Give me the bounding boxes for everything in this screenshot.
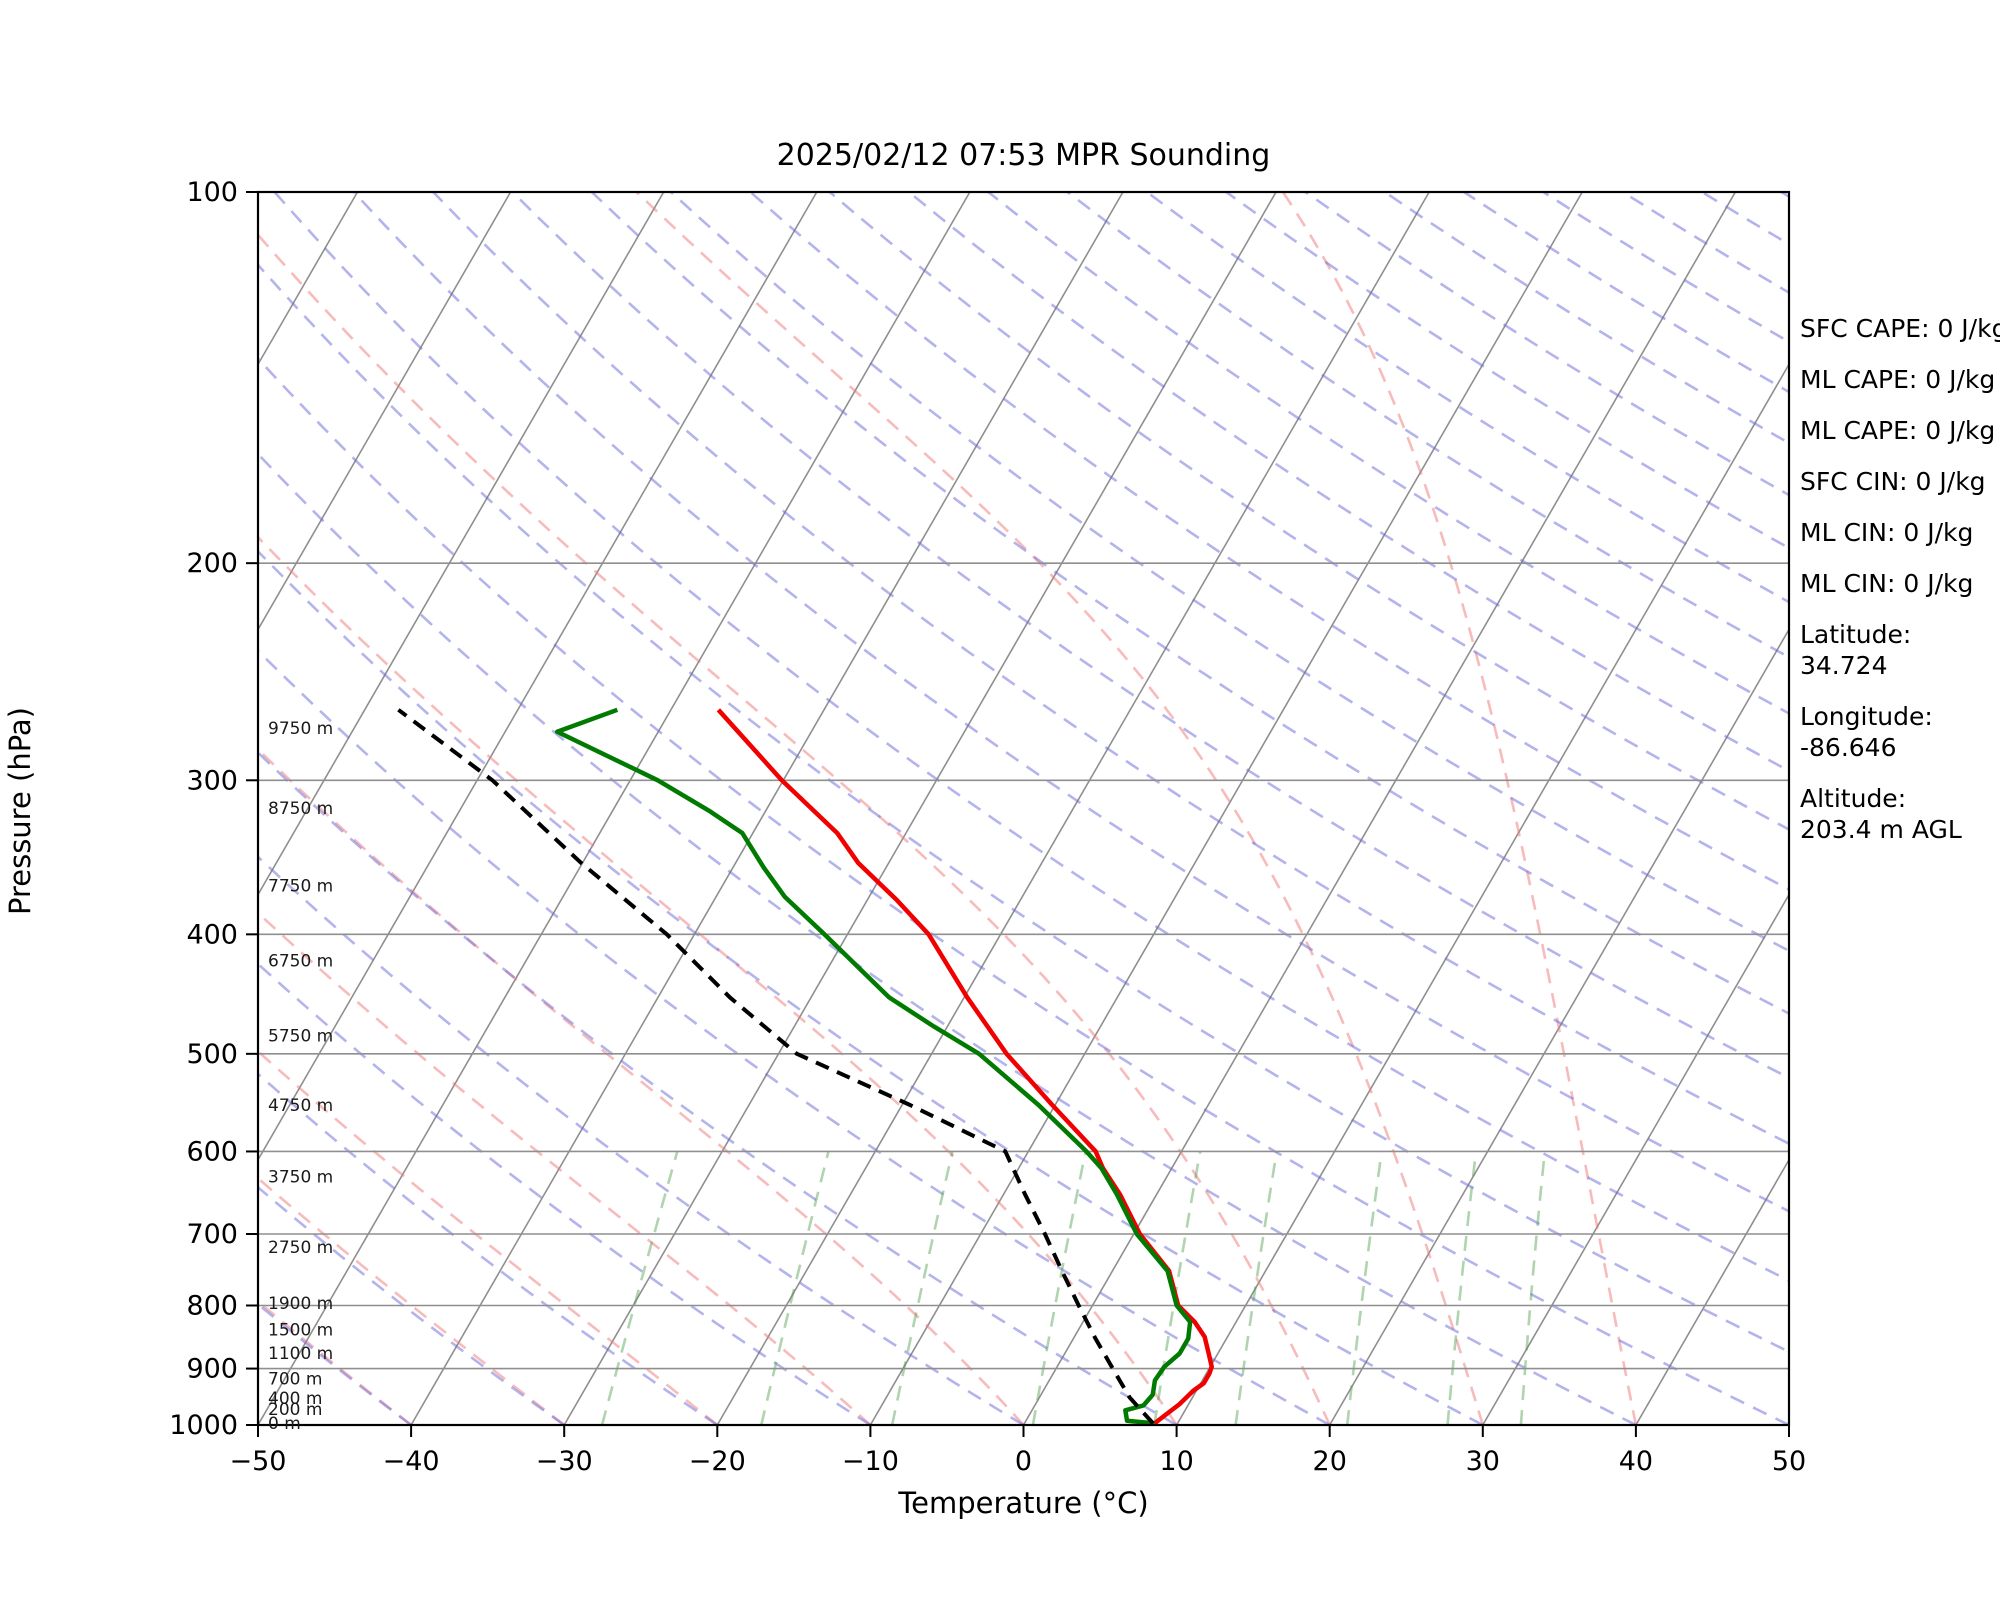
parcel-trace-line [397,708,1155,1425]
svg-text:1900 m: 1900 m [268,1294,333,1314]
svg-text:8750 m: 8750 m [268,799,333,819]
svg-text:20: 20 [1313,1446,1347,1477]
svg-text:400: 400 [186,919,238,950]
svg-text:7750 m: 7750 m [268,876,333,896]
svg-text:500: 500 [186,1039,238,1070]
svg-text:1000: 1000 [169,1410,238,1441]
stat-line: -86.646 [1800,733,1897,762]
stat-line: ML CIN: 0 J/kg [1800,518,1974,547]
stat-line: Altitude: [1800,784,1907,813]
svg-text:−40: −40 [383,1446,440,1477]
y-axis-label: Pressure (hPa) [3,707,37,916]
svg-text:200: 200 [186,548,238,579]
svg-text:1500 m: 1500 m [268,1321,333,1341]
stat-line: SFC CIN: 0 J/kg [1800,467,1986,496]
svg-text:50: 50 [1772,1446,1806,1477]
svg-text:100: 100 [186,177,238,208]
svg-text:0 m: 0 m [268,1414,301,1434]
dry-adiabats [258,192,1789,1425]
svg-text:0: 0 [1015,1446,1032,1477]
isotherm-lines [258,192,1789,1425]
isobar-lines [258,562,1789,1370]
moist-adiabats [258,192,1638,1425]
stat-line: 203.4 m AGL [1800,815,1962,844]
svg-text:5750 m: 5750 m [268,1026,333,1046]
svg-text:−10: −10 [842,1446,899,1477]
chart-title: 2025/02/12 07:53 MPR Sounding [776,138,1271,173]
stat-line: SFC CAPE: 0 J/kg [1800,314,2000,343]
stat-line: ML CAPE: 0 J/kg [1800,416,1996,445]
svg-text:6750 m: 6750 m [268,951,333,971]
svg-text:4750 m: 4750 m [268,1096,333,1116]
svg-text:300: 300 [186,765,238,796]
stat-line: 34.724 [1800,651,1888,680]
stat-line: ML CIN: 0 J/kg [1800,569,1974,598]
x-axis-label: Temperature (°C) [898,1486,1149,1520]
svg-text:9750 m: 9750 m [268,719,333,739]
svg-text:10: 10 [1159,1446,1193,1477]
svg-text:−20: −20 [689,1446,746,1477]
x-tick-labels: −50 −40 −30 −20 −10 0 10 20 30 40 50 [230,1425,1806,1477]
altitude-labels: 9750 m 8750 m 7750 m 6750 m 5750 m 4750 m 3750… [268,719,333,1434]
svg-text:900: 900 [186,1354,238,1385]
stat-line: Latitude: [1800,620,1912,649]
svg-text:700: 700 [186,1219,238,1250]
stat-line: ML CAPE: 0 J/kg [1800,365,1996,394]
mixing-ratio-lines [600,1151,1547,1425]
svg-text:30: 30 [1466,1446,1500,1477]
svg-text:600: 600 [186,1136,238,1167]
stat-line: Longitude: [1800,702,1933,731]
svg-text:800: 800 [186,1291,238,1322]
plot-border [256,190,1791,1427]
svg-text:200 m: 200 m [268,1400,322,1420]
svg-text:400 m: 400 m [268,1389,322,1409]
svg-text:−30: −30 [536,1446,593,1477]
svg-text:700 m: 700 m [268,1370,322,1390]
temperature-line [716,708,1214,1425]
svg-text:1100 m: 1100 m [268,1344,333,1364]
svg-text:−50: −50 [230,1446,287,1477]
svg-text:40: 40 [1619,1446,1653,1477]
background-lines [258,192,1789,1425]
dewpoint-line [554,707,1193,1425]
sounding-profiles [397,707,1214,1425]
svg-text:3750 m: 3750 m [268,1168,333,1188]
svg-text:2750 m: 2750 m [268,1238,333,1258]
y-tick-labels: 100 200 300 400 500 600 700 800 900 1000 [169,177,258,1441]
